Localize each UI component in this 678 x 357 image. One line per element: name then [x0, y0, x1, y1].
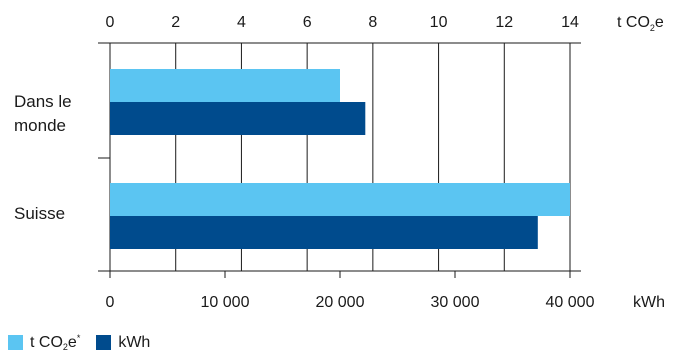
bars [110, 69, 570, 249]
top-tick-label: 12 [495, 14, 513, 31]
bottom-tick-label: 30 000 [431, 294, 480, 311]
bar-co2 [110, 183, 570, 216]
legend-item-co2: t CO2e* [8, 333, 80, 352]
bottom-axis-ticks: 0 10 000 20 000 30 000 40 000 [106, 271, 595, 311]
top-axis-ticks: 0 2 4 6 8 10 12 14 [106, 14, 579, 31]
top-tick-label: 4 [237, 14, 246, 31]
bottom-tick-label: 10 000 [201, 294, 250, 311]
top-axis-unit: t CO2e [617, 14, 664, 33]
category-label: Suisse [14, 204, 65, 223]
legend-item-kwh: kWh [96, 334, 150, 352]
top-tick-label: 10 [430, 14, 448, 31]
bottom-axis-unit: kWh [633, 294, 665, 311]
legend-label-co2: t CO2e* [30, 333, 81, 352]
top-tick-label: 8 [368, 14, 377, 31]
bar-kwh [110, 102, 366, 135]
top-tick-label: 6 [303, 14, 312, 31]
category-labels: Dans le monde Suisse [14, 92, 72, 223]
bottom-tick-label: 20 000 [316, 294, 365, 311]
top-tick-label: 2 [171, 14, 180, 31]
legend-label-kwh: kWh [118, 333, 151, 351]
legend: t CO2e* kWh [8, 333, 166, 352]
bar-kwh [110, 216, 538, 249]
category-label: Dans le [14, 92, 72, 111]
bar-co2 [110, 69, 340, 102]
legend-swatch-co2 [8, 335, 23, 350]
top-tick-label: 14 [561, 14, 579, 31]
top-tick-label: 0 [106, 14, 115, 31]
bottom-tick-label: 40 000 [546, 294, 595, 311]
legend-swatch-kwh [96, 335, 112, 350]
category-label: monde [14, 116, 66, 135]
bottom-tick-label: 0 [106, 294, 115, 311]
